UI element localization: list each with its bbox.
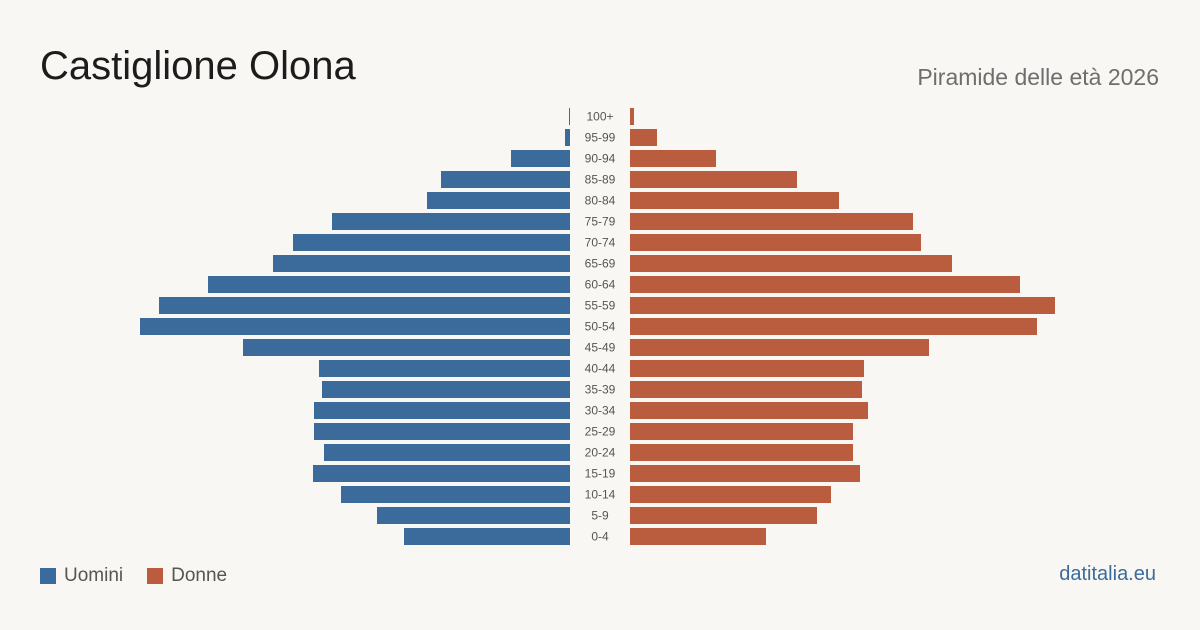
age-group-label: 35-39 [585, 383, 616, 397]
bar-women-20-24 [630, 444, 853, 461]
bar-men-80-84 [427, 192, 570, 209]
age-group-label: 40-44 [585, 362, 616, 376]
age-group-label: 20-24 [585, 446, 616, 460]
legend-item-women: Donne [147, 565, 227, 587]
bar-women-30-34 [630, 402, 868, 419]
bar-men-30-34 [314, 402, 570, 419]
bar-women-60-64 [630, 276, 1020, 293]
legend-item-men: Uomini [40, 565, 123, 587]
age-group-label: 0-4 [591, 530, 609, 544]
bar-men-100+ [569, 108, 570, 125]
bar-women-5-9 [630, 507, 817, 524]
bar-women-50-54 [630, 318, 1037, 335]
age-group-label: 30-34 [585, 404, 616, 418]
bar-men-35-39 [322, 381, 570, 398]
bar-men-10-14 [341, 486, 570, 503]
legend-label-men: Uomini [64, 565, 124, 586]
age-group-label: 45-49 [585, 341, 616, 355]
bar-men-75-79 [332, 213, 570, 230]
legend: Uomini Donne [40, 565, 251, 587]
bar-women-70-74 [630, 234, 921, 251]
age-group-label: 25-29 [585, 425, 616, 439]
bar-men-45-49 [243, 339, 570, 356]
bar-women-35-39 [630, 381, 862, 398]
age-group-label: 80-84 [585, 194, 616, 208]
page-title: Castiglione Olona [40, 44, 356, 88]
legend-label-women: Donne [171, 565, 228, 586]
age-group-label: 90-94 [585, 152, 616, 166]
legend-swatch-women [147, 568, 164, 584]
bar-women-80-84 [630, 192, 839, 209]
bar-women-25-29 [630, 423, 853, 440]
bar-men-40-44 [319, 360, 570, 377]
age-group-label: 15-19 [585, 467, 616, 481]
bar-women-40-44 [630, 360, 864, 377]
age-group-label: 95-99 [585, 131, 616, 145]
bar-men-5-9 [377, 507, 570, 524]
age-group-label: 85-89 [585, 173, 616, 187]
age-group-label: 65-69 [585, 257, 616, 271]
age-group-label: 100+ [586, 110, 613, 124]
bar-men-55-59 [159, 297, 570, 314]
bar-women-45-49 [630, 339, 929, 356]
bar-men-50-54 [140, 318, 570, 335]
bar-men-70-74 [293, 234, 570, 251]
age-group-label: 5-9 [591, 509, 609, 523]
bar-men-90-94 [511, 150, 570, 167]
bar-men-15-19 [313, 465, 570, 482]
age-group-label: 50-54 [585, 320, 616, 334]
bar-women-75-79 [630, 213, 913, 230]
bar-men-95-99 [565, 129, 570, 146]
age-group-label: 10-14 [585, 488, 616, 502]
bar-women-100+ [630, 108, 634, 125]
age-group-label: 60-64 [585, 278, 616, 292]
bar-men-0-4 [404, 528, 570, 545]
bar-men-85-89 [441, 171, 570, 188]
age-group-label: 75-79 [585, 215, 616, 229]
bar-women-0-4 [630, 528, 766, 545]
chart-subtitle: Piramide delle età 2026 [917, 64, 1159, 90]
bar-men-20-24 [324, 444, 570, 461]
bar-men-60-64 [208, 276, 570, 293]
age-group-label: 70-74 [585, 236, 616, 250]
bar-women-65-69 [630, 255, 952, 272]
legend-swatch-men [40, 568, 56, 584]
bar-women-55-59 [630, 297, 1055, 314]
age-group-label: 55-59 [585, 299, 616, 313]
bar-women-90-94 [630, 150, 716, 167]
bar-men-25-29 [314, 423, 570, 440]
brand-link[interactable]: datitalia.eu [1059, 563, 1156, 585]
bar-women-95-99 [630, 129, 657, 146]
bar-women-15-19 [630, 465, 860, 482]
bar-women-10-14 [630, 486, 831, 503]
bar-men-65-69 [273, 255, 570, 272]
bar-women-85-89 [630, 171, 797, 188]
